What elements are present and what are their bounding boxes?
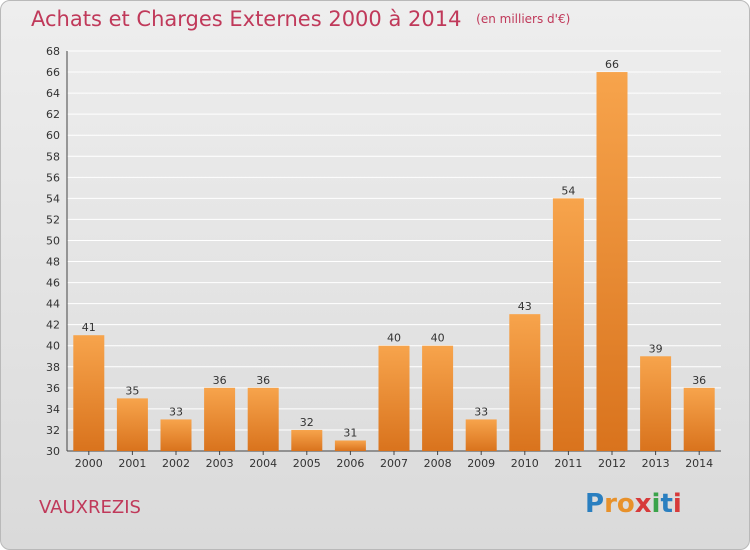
y-tick-label: 56 (46, 171, 60, 184)
bar-value-label: 33 (169, 405, 183, 418)
x-tick-label: 2011 (554, 457, 582, 470)
bar-value-label: 36 (213, 374, 227, 387)
x-tick-label: 2000 (75, 457, 103, 470)
y-tick-label: 66 (46, 66, 60, 79)
bar-value-label: 40 (431, 332, 445, 345)
x-tick-label: 2010 (511, 457, 539, 470)
y-tick-label: 62 (46, 108, 60, 121)
y-tick-label: 58 (46, 150, 60, 163)
y-tick-label: 54 (46, 192, 60, 205)
x-tick-label: 2007 (380, 457, 408, 470)
bar-value-label: 40 (387, 332, 401, 345)
bar-value-label: 41 (82, 321, 96, 334)
y-tick-label: 46 (46, 277, 60, 290)
proxiti-logo: Proxiti (585, 489, 682, 519)
bar-value-label: 36 (692, 374, 706, 387)
bar (204, 387, 236, 451)
y-tick-label: 40 (46, 340, 60, 353)
x-tick-label: 2009 (467, 457, 495, 470)
y-tick-label: 34 (46, 403, 60, 416)
x-tick-label: 2005 (293, 457, 321, 470)
bar-value-label: 33 (474, 405, 488, 418)
commune-name: VAUXREZIS (39, 497, 141, 518)
bar-value-label: 35 (125, 384, 139, 397)
x-tick-label: 2002 (162, 457, 190, 470)
x-tick-label: 2008 (424, 457, 452, 470)
y-tick-label: 68 (46, 45, 60, 58)
y-tick-label: 52 (46, 213, 60, 226)
chart-title-text: Achats et Charges Externes 2000 à 2014 (31, 7, 462, 31)
y-tick-label: 30 (46, 445, 60, 458)
bar (640, 356, 672, 451)
logo-letter: P (585, 489, 605, 519)
logo-letter: o (616, 489, 635, 519)
bar-value-label: 31 (343, 426, 357, 439)
x-tick-label: 2001 (118, 457, 146, 470)
chart-title: Achats et Charges Externes 2000 à 2014 (… (31, 7, 570, 31)
bar-value-label: 66 (605, 58, 619, 71)
x-tick-label: 2006 (336, 457, 364, 470)
logo-letter: r (604, 489, 617, 519)
bar-value-label: 36 (256, 374, 270, 387)
y-tick-label: 36 (46, 382, 60, 395)
bar-value-label: 39 (649, 342, 663, 355)
y-tick-label: 42 (46, 319, 60, 332)
bar (160, 419, 192, 451)
bar (247, 387, 279, 451)
x-tick-label: 2003 (206, 457, 234, 470)
bar (596, 72, 628, 451)
y-tick-label: 44 (46, 298, 60, 311)
bar (509, 314, 541, 451)
bar (378, 345, 410, 451)
bar-value-label: 32 (300, 416, 314, 429)
y-tick-label: 48 (46, 256, 60, 269)
y-tick-label: 50 (46, 234, 60, 247)
x-tick-label: 2014 (685, 457, 713, 470)
logo-letter: i (651, 489, 661, 519)
logo-letter: i (672, 489, 682, 519)
logo-letter: t (660, 489, 673, 519)
bar (291, 429, 323, 451)
y-tick-label: 60 (46, 129, 60, 142)
bar (116, 398, 148, 451)
bar (465, 419, 497, 451)
logo-letter: x (634, 489, 652, 519)
y-tick-label: 32 (46, 424, 60, 437)
chart-unit: (en milliers d'€) (476, 12, 571, 26)
bar (73, 335, 105, 451)
bar (422, 345, 454, 451)
x-tick-label: 2004 (249, 457, 277, 470)
x-tick-label: 2013 (642, 457, 670, 470)
bar (552, 198, 584, 451)
bar-value-label: 43 (518, 300, 532, 313)
bar-value-label: 54 (561, 184, 575, 197)
y-tick-label: 38 (46, 361, 60, 374)
x-tick-label: 2012 (598, 457, 626, 470)
y-tick-label: 64 (46, 87, 60, 100)
bar (683, 387, 715, 451)
bar (334, 440, 366, 451)
